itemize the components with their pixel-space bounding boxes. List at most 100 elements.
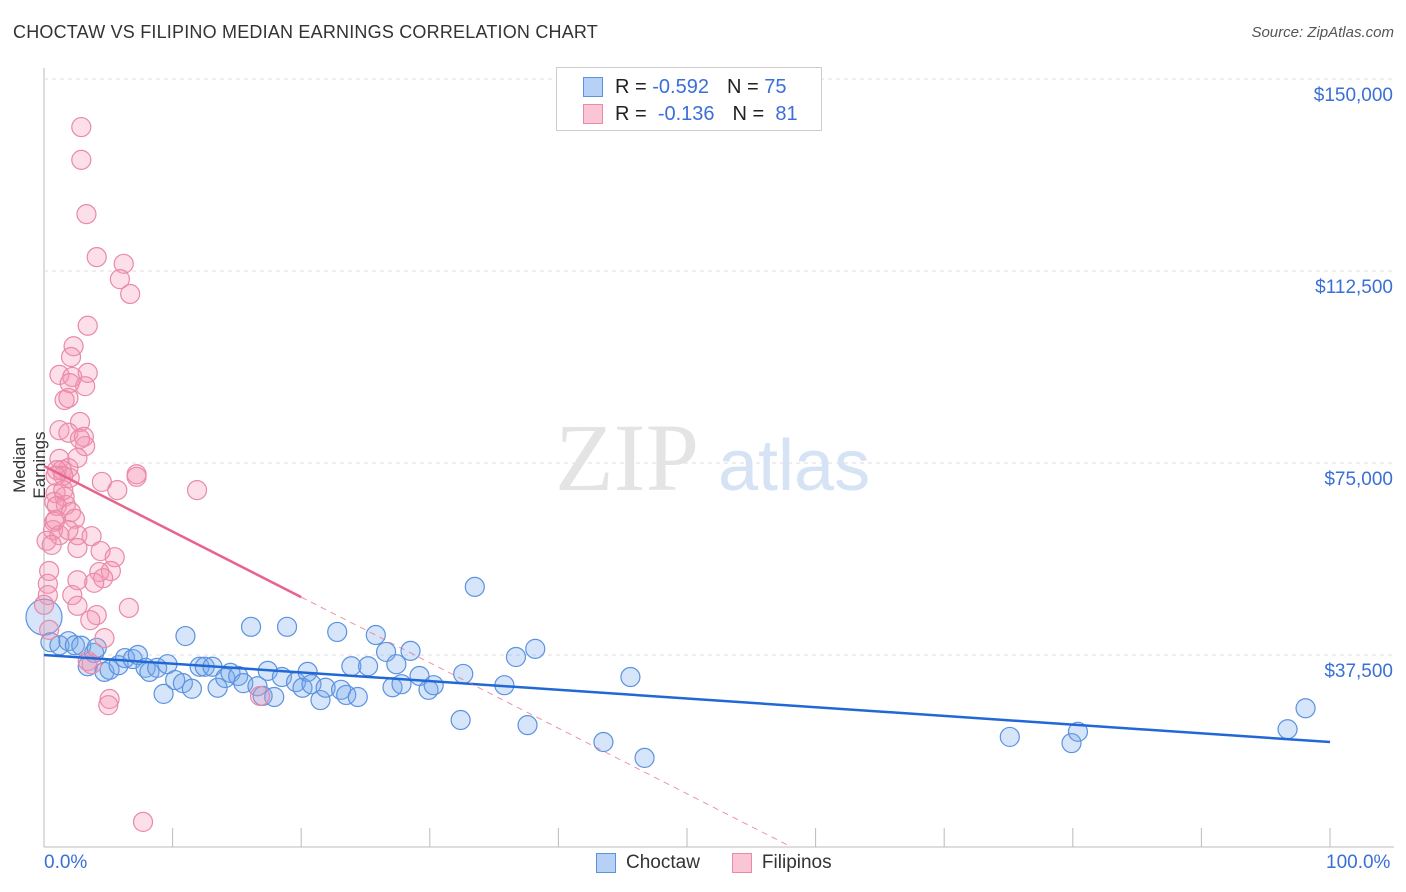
choctaw-point xyxy=(400,640,421,661)
filipinos-point xyxy=(37,573,58,594)
choctaw-point xyxy=(999,726,1020,748)
n-value: 81 xyxy=(775,102,798,125)
filipinos-point xyxy=(41,534,62,556)
filipinos-point xyxy=(71,116,92,138)
choctaw-point xyxy=(593,731,614,753)
filipinos-point xyxy=(80,610,101,631)
filipinos-point xyxy=(75,435,96,457)
r-value: -0.136 xyxy=(657,102,715,125)
filipinos-point xyxy=(67,537,88,559)
y-tick-label: $150,000 xyxy=(1313,84,1393,106)
series-legend: Choctaw Filipinos xyxy=(596,852,832,874)
choctaw-point xyxy=(620,666,641,688)
filipinos-point xyxy=(76,204,97,225)
filipinos-point xyxy=(109,269,130,290)
n-label: N = xyxy=(732,102,765,125)
choctaw-point xyxy=(365,624,386,646)
source-label: Source: ZipAtlas.com xyxy=(1251,24,1394,41)
filipinos-point xyxy=(113,253,134,274)
filipinos-point xyxy=(77,315,98,336)
choctaw-point xyxy=(310,689,331,711)
choctaw-point xyxy=(1061,732,1082,754)
choctaw-point xyxy=(228,665,249,687)
filipinos-point xyxy=(58,387,79,409)
chart-title: CHOCTAW VS FILIPINO MEDIAN EARNINGS CORR… xyxy=(13,22,598,42)
choctaw-point xyxy=(517,715,538,736)
filipinos-trend-extension xyxy=(300,596,791,847)
filipinos-point xyxy=(75,376,96,397)
filipinos-trend-line xyxy=(43,464,302,599)
choctaw-point xyxy=(1295,698,1316,719)
y-tick-label: $37,500 xyxy=(1324,660,1393,682)
filipinos-point xyxy=(94,627,115,649)
y-tick-label: $112,500 xyxy=(1315,276,1393,298)
choctaw-point xyxy=(175,625,196,647)
filipinos-point xyxy=(118,597,139,618)
choctaw-point xyxy=(240,616,262,637)
choctaw-point xyxy=(453,663,474,685)
filipinos-point xyxy=(86,247,107,268)
filipinos-point xyxy=(60,346,82,368)
choctaw-point xyxy=(525,638,546,659)
choctaw-point xyxy=(505,646,527,668)
filipinos-point xyxy=(62,584,83,606)
filipinos-swatch xyxy=(731,853,752,873)
r-label: R = xyxy=(615,102,647,125)
filipinos-point xyxy=(67,595,88,616)
choctaw-point xyxy=(276,616,298,637)
x-tick-label-min: 0.0% xyxy=(44,852,88,873)
filipinos-point xyxy=(84,572,105,593)
choctaw-point xyxy=(1277,719,1298,740)
choctaw-point xyxy=(114,647,136,669)
choctaw-point xyxy=(634,747,655,769)
filipinos-point xyxy=(58,422,79,443)
y-axis-title: Median Earnings xyxy=(10,431,49,499)
legend-row-choctaw: R = -0.592 N = 75 xyxy=(583,75,786,99)
filipinos-point xyxy=(58,519,79,541)
filipinos-point xyxy=(89,561,110,583)
x-tick-label-max: 100.0% xyxy=(1326,852,1391,873)
r-value: -0.592 xyxy=(652,75,709,98)
watermark-atlas: atlas xyxy=(718,426,870,506)
choctaw-point xyxy=(264,686,285,708)
filipinos-point xyxy=(132,811,154,833)
choctaw-point xyxy=(357,656,379,677)
filipinos-point xyxy=(120,283,141,305)
stats-legend: R = -0.592 N = 75 R = -0.136 N = 81 xyxy=(556,67,822,131)
legend-choctaw: Choctaw xyxy=(626,852,700,873)
filipinos-point xyxy=(69,428,91,450)
filipinos-point xyxy=(67,570,88,591)
choctaw-point xyxy=(64,635,85,656)
choctaw-point xyxy=(423,675,444,696)
choctaw-trend-line xyxy=(43,653,1331,744)
choctaw-swatch xyxy=(596,853,616,873)
watermark-zip: ZIP xyxy=(555,404,699,511)
choctaw-point xyxy=(450,709,471,731)
filipinos-point xyxy=(249,685,271,707)
n-value: 75 xyxy=(764,75,787,98)
filipinos-point xyxy=(39,619,60,640)
filipinos-point xyxy=(71,149,92,170)
filipinos-point xyxy=(33,594,55,615)
choctaw-point xyxy=(386,654,407,675)
choctaw-point xyxy=(347,686,368,708)
filipinos-point xyxy=(107,480,128,501)
choctaw-point xyxy=(315,677,336,698)
choctaw-point xyxy=(327,621,348,643)
legend-row-filipinos: R = -0.136 N = 81 xyxy=(583,102,798,126)
filipinos-point xyxy=(93,568,114,589)
choctaw-point xyxy=(71,635,92,656)
filipinos-point xyxy=(99,688,120,710)
filipinos-point xyxy=(81,526,102,547)
choctaw-point xyxy=(181,678,202,699)
choctaw-point xyxy=(464,576,485,597)
choctaw-point xyxy=(153,683,174,705)
filipinos-point xyxy=(126,466,147,487)
n-label: N = xyxy=(726,75,759,98)
legend-filipinos: Filipinos xyxy=(761,852,832,873)
y-tick-label: $75,000 xyxy=(1324,468,1393,490)
filipinos-point xyxy=(186,480,208,501)
choctaw-swatch xyxy=(583,77,603,97)
choctaw-point xyxy=(1067,721,1089,742)
filipinos-point xyxy=(77,362,98,383)
